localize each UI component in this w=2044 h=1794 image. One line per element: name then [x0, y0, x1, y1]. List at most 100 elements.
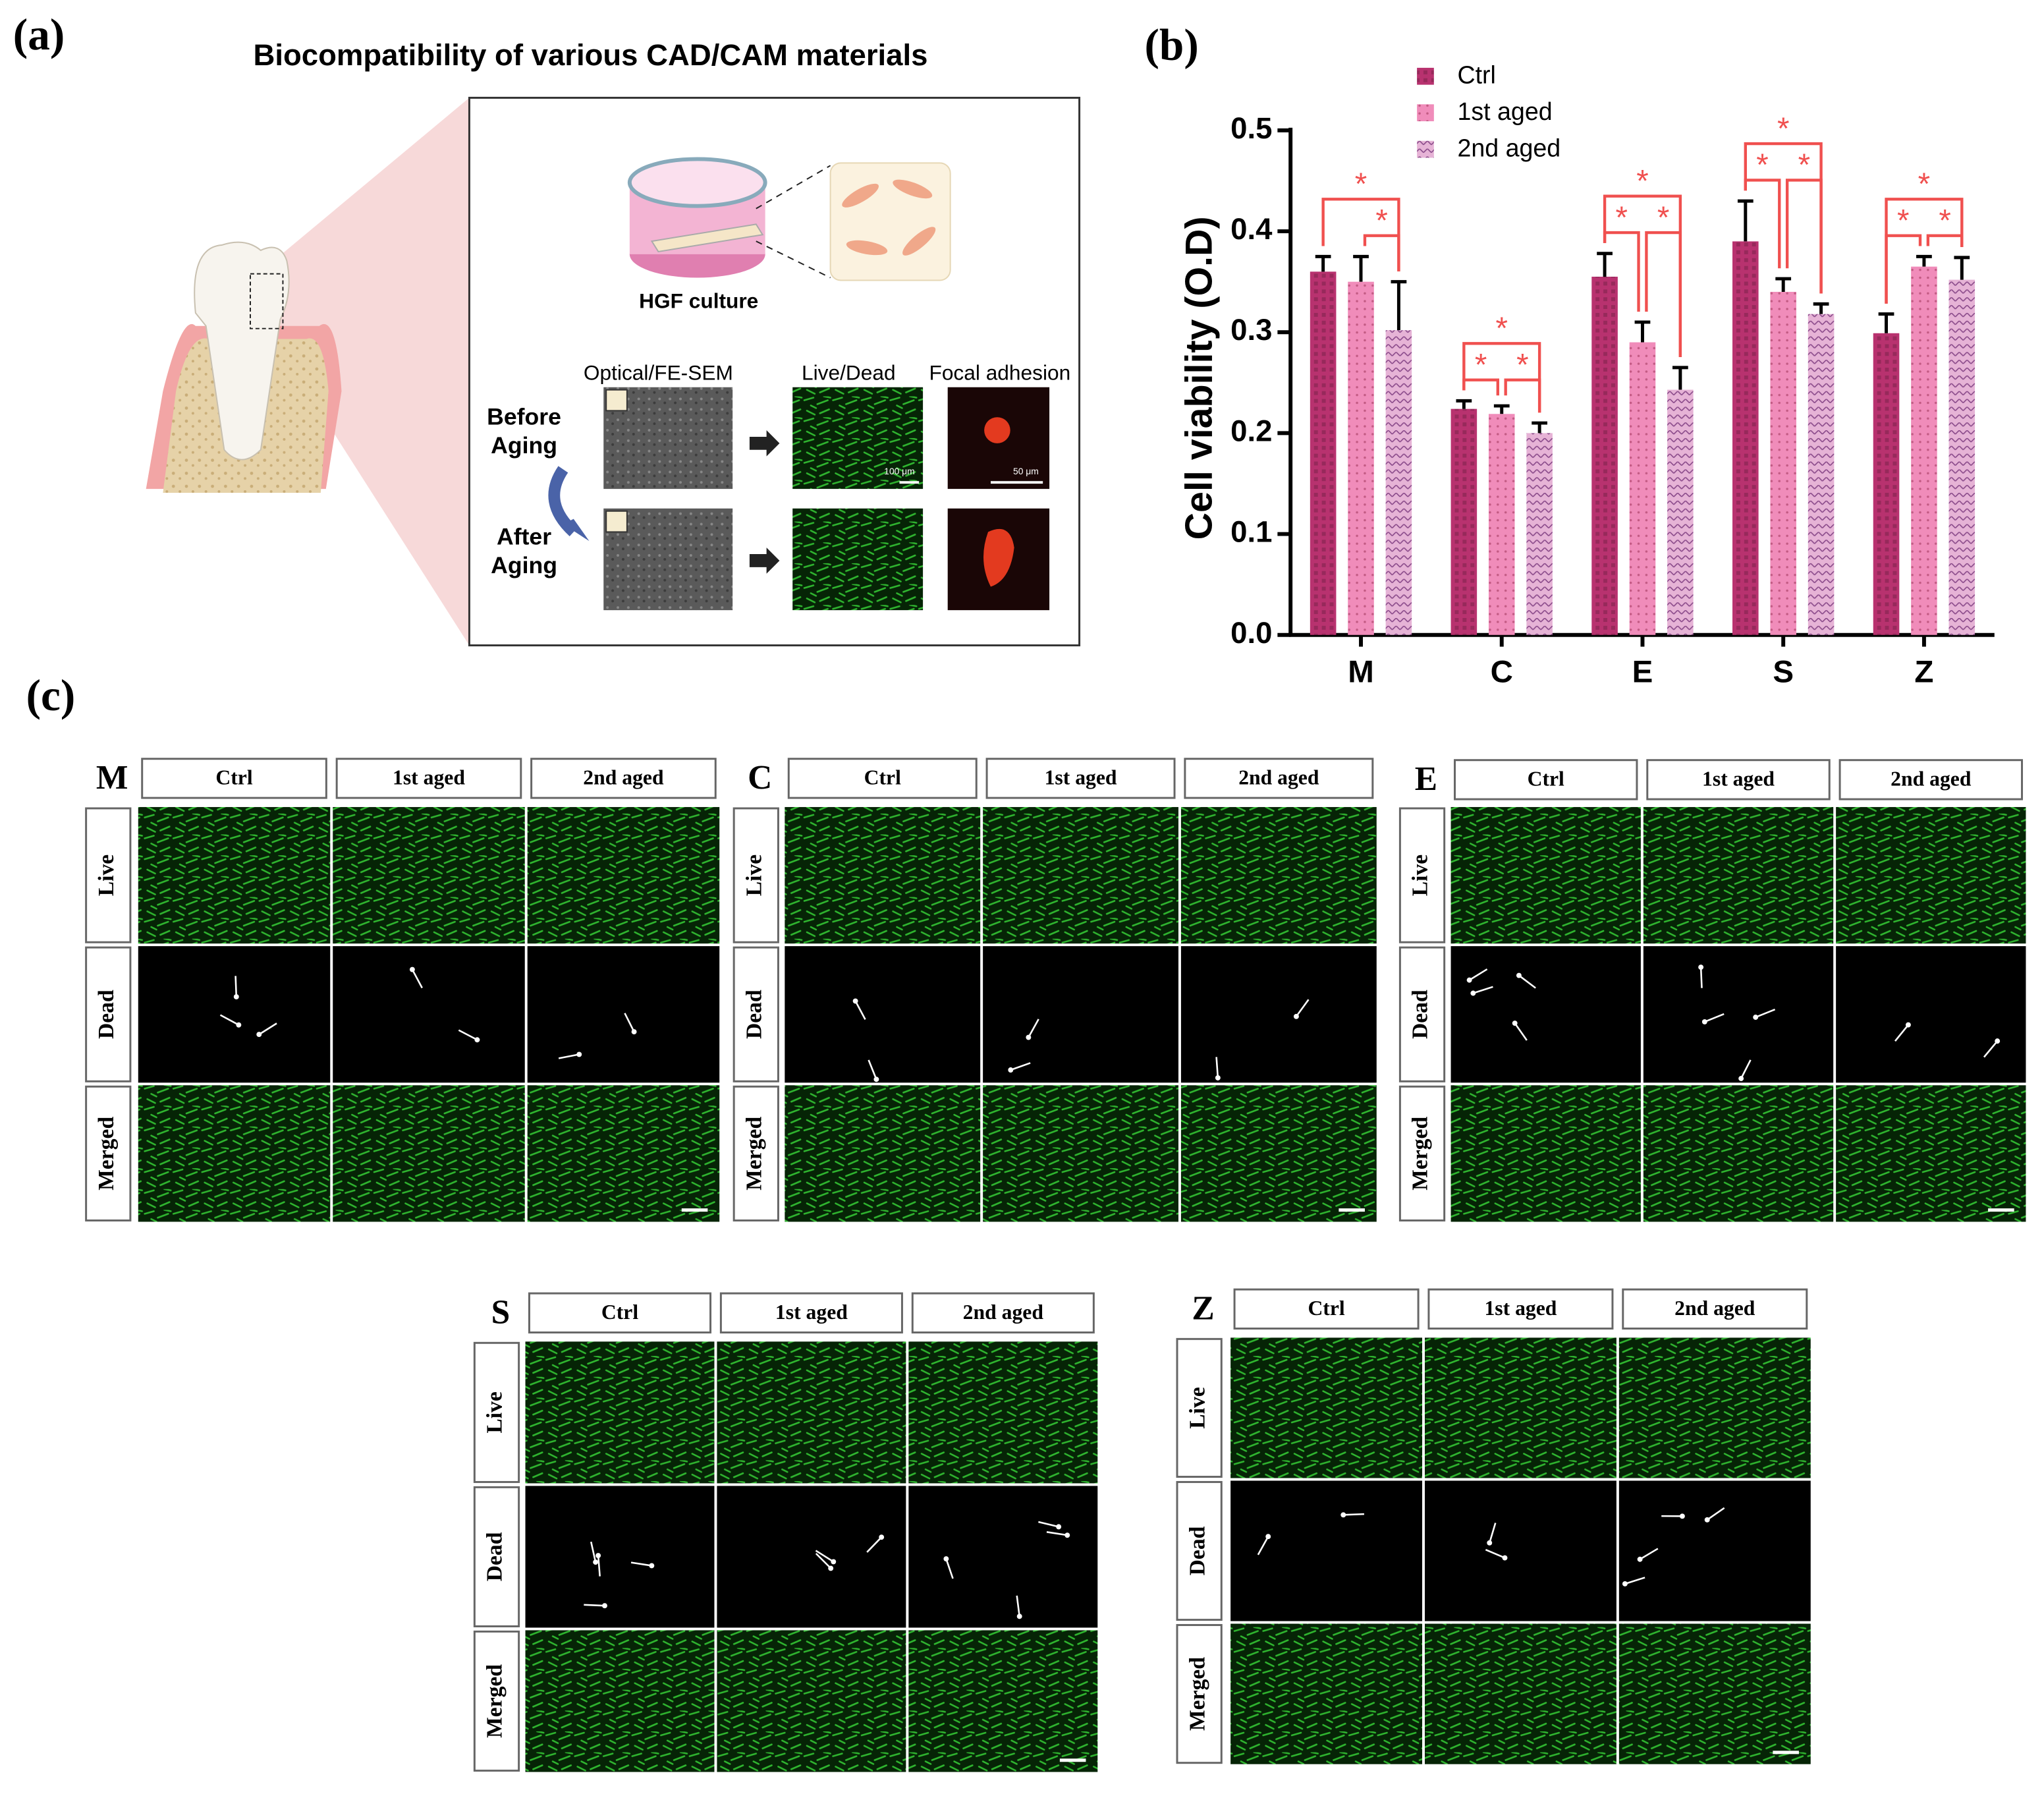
error-bar [1634, 320, 1651, 343]
micrograph [1618, 1623, 1811, 1764]
column-header: 2nd aged [963, 1301, 1044, 1324]
row-box [473, 1486, 520, 1627]
cell [984, 417, 1010, 443]
micrograph [1450, 946, 1641, 1083]
dead-cell-arrow [1704, 1013, 1725, 1023]
bar [1911, 266, 1937, 635]
header-box [530, 758, 717, 799]
micrograph [1424, 1337, 1616, 1478]
bar [1526, 433, 1553, 635]
dead-cell-arrow [868, 1059, 877, 1080]
error-bar [1456, 399, 1472, 409]
significance-bracket [1603, 194, 1682, 358]
bar [1732, 241, 1759, 635]
column-header: Live/Dead [802, 360, 896, 384]
group-label: Z [1192, 1290, 1214, 1328]
micrograph [525, 1630, 715, 1772]
error-bar [1597, 252, 1613, 277]
dead-cell-arrow [458, 1029, 478, 1041]
dead-cell-arrow [219, 1014, 239, 1026]
column-header: Ctrl [864, 766, 901, 789]
dead-cell-arrow [1215, 1057, 1219, 1079]
y-tick-label: 0.3 [1230, 313, 1272, 347]
micrograph [785, 1085, 981, 1222]
significance-bracket [1885, 198, 1964, 304]
bar [1948, 279, 1975, 635]
arrow-head [831, 1559, 837, 1565]
micrograph [1836, 946, 2026, 1083]
dead-cell-arrow [624, 1013, 635, 1032]
group-label: S [491, 1294, 511, 1331]
header-box [335, 758, 522, 799]
dead-cell-arrow [815, 1550, 834, 1563]
error-bar [1775, 277, 1792, 292]
dead-cell-arrow [1706, 1507, 1725, 1521]
micrograph [908, 1630, 1098, 1772]
row-label: Merged [483, 1664, 507, 1738]
arrow-head [256, 1032, 262, 1038]
column-header: 2nd aged [1891, 768, 1972, 791]
dead-cell-arrow [854, 1000, 866, 1020]
bar [1808, 314, 1835, 635]
error-bar [1916, 254, 1932, 267]
label: HGF culture [639, 289, 758, 312]
dish-rim [627, 157, 767, 208]
micrograph [983, 1085, 1178, 1222]
tooth [194, 241, 290, 461]
dead-cell-arrow [1639, 1548, 1659, 1560]
arrow-head [576, 1051, 582, 1057]
arrow-head [1056, 1524, 1062, 1530]
column-header: Ctrl [1308, 1297, 1344, 1320]
row-label: Merged [1408, 1117, 1433, 1191]
significance-label: * [1616, 200, 1628, 235]
arrow-head [1995, 1038, 2001, 1044]
group-label: M [96, 759, 128, 797]
bar [1385, 330, 1412, 635]
micrograph [1230, 1623, 1423, 1764]
dead-cell-arrow [630, 1561, 652, 1567]
header-box [1454, 759, 1638, 800]
zoom-fan [273, 98, 470, 646]
dead-cell-arrow [1468, 968, 1488, 981]
dead-cell-arrow [1343, 1513, 1364, 1516]
row-label: Live [1185, 1387, 1209, 1429]
arrow-head [595, 1553, 601, 1559]
dead-cell-arrow [1894, 1024, 1909, 1042]
live-dead-image [792, 508, 924, 611]
error-bar [1672, 366, 1688, 390]
arrow-head [1753, 1015, 1759, 1020]
arrow-head [1466, 977, 1472, 983]
micrograph [1230, 1480, 1423, 1621]
significance-bracket [1363, 234, 1400, 271]
column-header: Ctrl [1528, 768, 1564, 791]
bar [1591, 276, 1618, 635]
bar [1770, 291, 1796, 635]
row-label: Dead [742, 990, 767, 1039]
micrograph [1180, 946, 1377, 1083]
error-bar [1813, 302, 1829, 314]
dead-cell-arrow [590, 1541, 597, 1563]
micrograph [527, 806, 720, 944]
error-bar [1954, 256, 1970, 280]
arrow-head [236, 1022, 242, 1028]
bar [1310, 271, 1337, 635]
column-header: 2nd aged [1674, 1297, 1755, 1320]
significance-label: * [1756, 148, 1768, 182]
arrow-head [1512, 1021, 1518, 1026]
panel-label: (a) [13, 10, 65, 59]
micrograph [1643, 946, 1834, 1083]
error-bar [1353, 254, 1369, 282]
arrow-head [233, 994, 239, 999]
micrograph [785, 946, 981, 1083]
row-label: Live [1408, 855, 1433, 897]
error-bar [1878, 312, 1894, 333]
significance-label: * [1918, 167, 1930, 202]
cells [842, 179, 936, 256]
dead-cell-arrow [1046, 1531, 1068, 1536]
micrograph [333, 1085, 525, 1222]
dead-cell-arrow [1010, 1062, 1031, 1071]
optical-image [605, 389, 628, 412]
panel-label: (b) [1145, 20, 1199, 70]
header-box [1838, 759, 2024, 800]
arrow-head [602, 1603, 607, 1609]
